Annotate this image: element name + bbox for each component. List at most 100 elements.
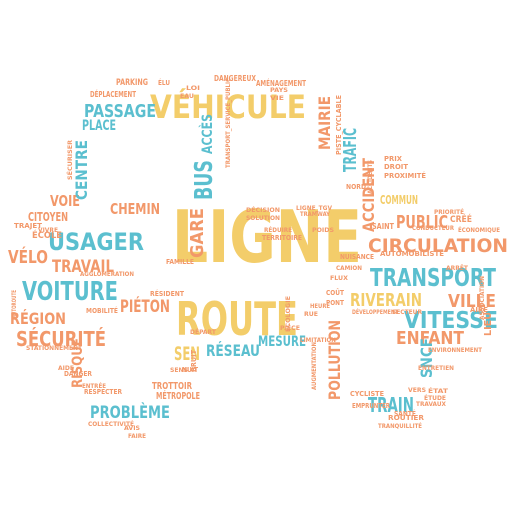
- cloud-word: RIVERAIN: [350, 290, 422, 311]
- cloud-word: MOBILITÉ: [86, 306, 118, 315]
- cloud-word: ASSOCIATION: [479, 276, 486, 320]
- cloud-word: DÉVELOPPEMENT: [352, 308, 399, 316]
- cloud-word: LIEU: [483, 312, 494, 336]
- cloud-word: RÉSIDENT: [150, 289, 184, 298]
- cloud-word: SECTEUR: [392, 309, 422, 316]
- cloud-word: PARKING: [116, 78, 148, 88]
- cloud-word: VIE: [270, 95, 284, 102]
- cloud-word: GARE: [187, 208, 208, 258]
- cloud-word: PAYS: [270, 87, 288, 94]
- cloud-word: CIRCULATION: [368, 235, 508, 257]
- cloud-word: PROXIMITÉ: [384, 171, 426, 180]
- cloud-word: TRAVAIL: [52, 257, 114, 277]
- cloud-word: PISTE_CYCLABLE: [335, 95, 343, 155]
- cloud-word: FAMILLE: [166, 258, 194, 266]
- cloud-word: ÉCOLOGIE: [284, 296, 292, 332]
- cloud-word: ENTRÉE: [82, 382, 106, 390]
- cloud-word: POLLUTION: [325, 320, 344, 400]
- cloud-word: NUIT: [182, 366, 198, 374]
- cloud-word: NORD: [346, 183, 366, 191]
- cloud-word: MAIRIE: [315, 96, 334, 150]
- cloud-word: SOLUTION: [246, 215, 280, 222]
- cloud-word: ÉTUDE: [424, 394, 446, 402]
- cloud-word: MÉTROPOLE: [156, 389, 200, 402]
- cloud-word: AUTOROUTE: [11, 290, 18, 318]
- cloud-word: ÉLU: [158, 78, 170, 87]
- cloud-word: ARRÊT: [446, 264, 469, 272]
- cloud-word: BRUIT: [190, 350, 198, 372]
- cloud-word: NUISANCE: [340, 253, 374, 261]
- cloud-word: ÉTAT: [428, 387, 449, 395]
- cloud-word: COLLECTIVITÉ: [88, 420, 134, 428]
- cloud-word: FLUX: [330, 275, 348, 282]
- cloud-word: AVIS: [124, 425, 140, 432]
- cloud-word: MESURE: [258, 334, 306, 350]
- cloud-word: VIVRE: [38, 227, 58, 234]
- cloud-word: VOITURE: [22, 277, 118, 307]
- cloud-word: POIDS: [312, 227, 334, 234]
- cloud-word: FAIRE: [128, 433, 146, 440]
- cloud-word: LIMITATION: [300, 337, 336, 344]
- cloud-word: ENFANT: [396, 328, 465, 349]
- cloud-word: PROBLÈME: [90, 401, 170, 423]
- cloud-word: DÉPART: [190, 328, 217, 336]
- cloud-word: RESPECTER: [84, 388, 123, 396]
- cloud-word: VILLE: [448, 291, 496, 312]
- cloud-word: TRANSPORT_SERVICE_PUBLIC: [225, 77, 232, 168]
- cloud-word: VERS: [408, 387, 426, 394]
- cloud-word: PUBLIC: [396, 212, 448, 233]
- cloud-word: ENTRETIEN: [418, 365, 454, 372]
- cloud-word: TRANQUILLITÉ: [378, 422, 422, 430]
- cloud-word: AUTOMOBILISTE: [380, 250, 444, 258]
- cloud-word: LOI: [186, 85, 200, 92]
- cloud-word: PIÉTON: [120, 295, 170, 317]
- cloud-word: SÉCURITÉ: [16, 327, 106, 351]
- cloud-word: TRAJET: [14, 222, 42, 230]
- cloud-word: ENVIRONNEMENT: [428, 347, 483, 354]
- cloud-word: TRAFIC: [340, 128, 361, 172]
- cloud-word: TERRITOIRE: [262, 234, 302, 242]
- cloud-word: AIRE: [470, 306, 488, 314]
- cloud-word: PLACE: [82, 118, 116, 134]
- cloud-word: PONT: [326, 299, 344, 307]
- cloud-word: SÉCURISER: [66, 140, 74, 180]
- cloud-word: LIGNE: [172, 195, 362, 279]
- cloud-word: ACCIDENTS: [367, 160, 374, 194]
- cloud-word: PIÈCE: [280, 324, 300, 332]
- cloud-word: DÉCISION: [246, 206, 280, 214]
- cloud-word: VOIE: [50, 192, 80, 210]
- cloud-word: CONDUCTEUR: [412, 225, 454, 232]
- cloud-word: CHEMIN: [110, 200, 160, 218]
- cloud-word: SNCF: [417, 338, 436, 378]
- cloud-word: CYCLISTE: [350, 390, 384, 398]
- cloud-word: DANGEREUX: [214, 74, 257, 83]
- cloud-word: SANTÉ: [394, 409, 416, 418]
- cloud-word: VÉLO: [8, 246, 48, 268]
- cloud-word: EAU: [180, 93, 194, 100]
- cloud-word: VÉHICULE: [150, 88, 306, 126]
- cloud-word: BUS: [189, 160, 218, 200]
- cloud-word: AUGMENTATION: [311, 342, 318, 390]
- cloud-word: CITOYEN: [28, 210, 68, 224]
- cloud-word: COMMUN: [380, 193, 418, 207]
- cloud-word: TRAMWAY: [300, 211, 331, 218]
- cloud-word: TROTTOIR: [152, 381, 192, 392]
- cloud-word: STATIONNEMENT: [26, 345, 83, 352]
- cloud-word: PASSAGE: [84, 101, 156, 122]
- cloud-word: COÛT: [326, 288, 344, 297]
- cloud-word: HEURE: [310, 303, 330, 310]
- cloud-word: SENS: [170, 367, 188, 374]
- cloud-word: DÉPLACEMENT: [90, 88, 136, 99]
- cloud-word: VITESSE: [404, 308, 498, 334]
- cloud-word: TRAIN: [368, 393, 414, 417]
- cloud-word: USAGER: [48, 228, 144, 256]
- cloud-word: AIDE: [58, 365, 74, 372]
- cloud-word: CENTRE: [72, 140, 91, 200]
- cloud-word: ACCÈS: [199, 114, 216, 154]
- cloud-word: ROUTIER: [388, 414, 425, 422]
- cloud-word: ÉCOLE: [32, 229, 62, 241]
- cloud-word: RISQUE: [70, 338, 86, 388]
- cloud-word: RÉSEAU: [206, 341, 260, 360]
